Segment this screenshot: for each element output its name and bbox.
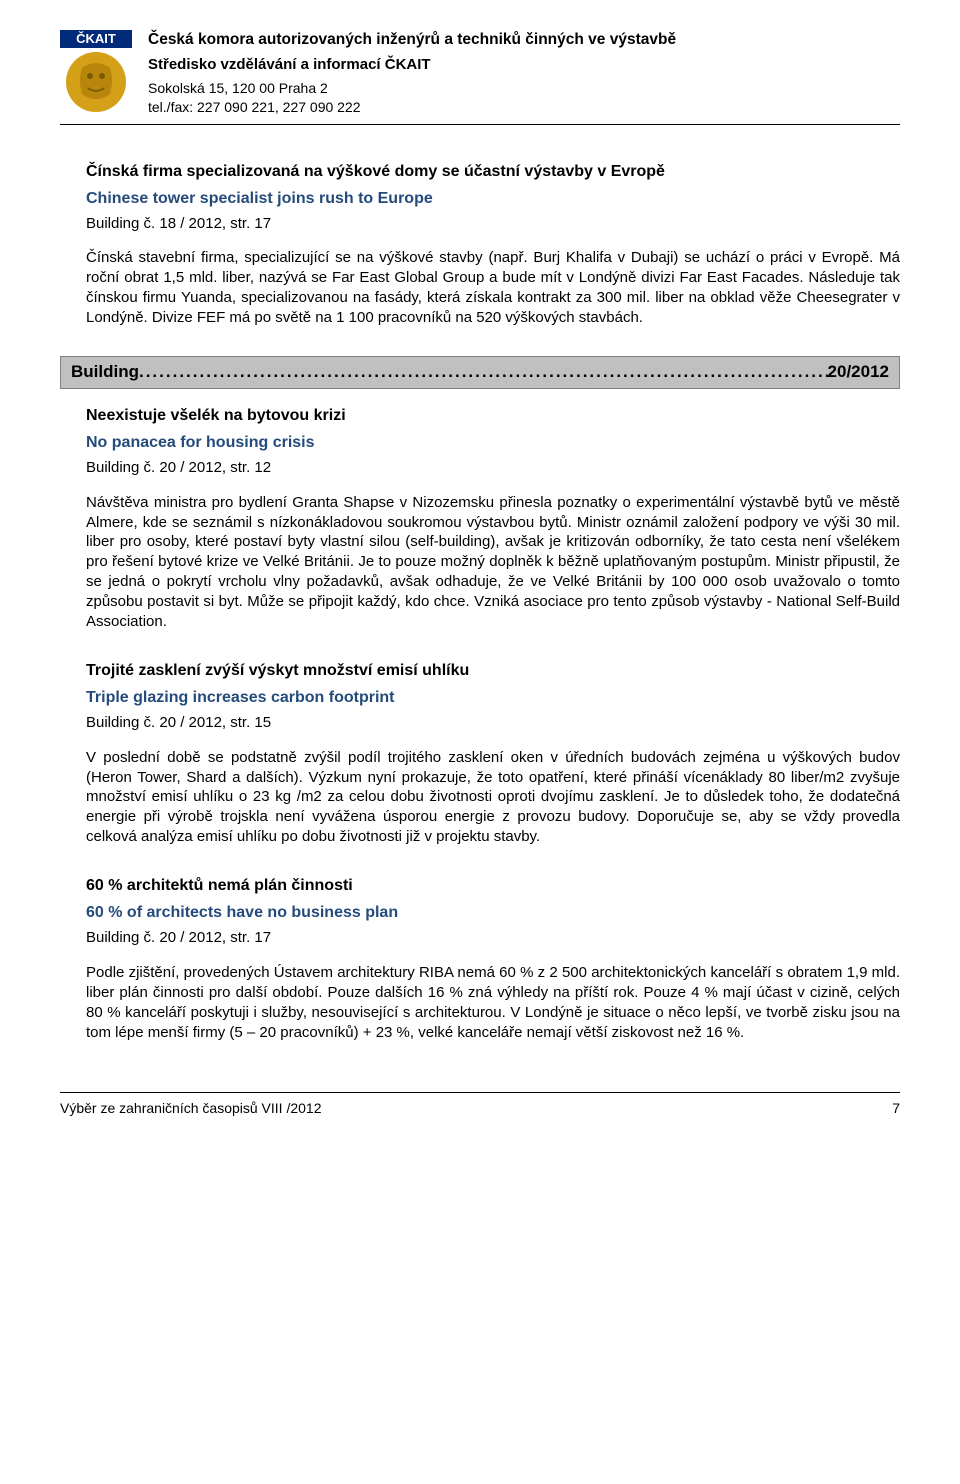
footer-left: Výběr ze zahraničních časopisů VIII /201… bbox=[60, 1099, 321, 1118]
article-title-en: Chinese tower specialist joins rush to E… bbox=[86, 188, 900, 210]
article-citation: Building č. 20 / 2012, str. 17 bbox=[86, 928, 900, 948]
section-issue: 20/2012 bbox=[828, 361, 889, 384]
section-name: Building bbox=[71, 361, 139, 384]
article-citation: Building č. 18 / 2012, str. 17 bbox=[86, 214, 900, 234]
article-title-en: Triple glazing increases carbon footprin… bbox=[86, 687, 900, 709]
letterhead: ČKAIT Česká komora autorizovaných inžený… bbox=[60, 30, 900, 118]
article-title-en: 60 % of architects have no business plan bbox=[86, 902, 900, 924]
article-title-cz: Čínská firma specializovaná na výškové d… bbox=[86, 161, 900, 183]
article: Trojité zasklení zvýší výskyt množství e… bbox=[86, 660, 900, 847]
article-title-cz: 60 % architektů nemá plán činnosti bbox=[86, 875, 900, 897]
article-title-en: No panacea for housing crisis bbox=[86, 432, 900, 454]
footer: Výběr ze zahraničních časopisů VIII /201… bbox=[60, 1099, 900, 1118]
page-number: 7 bbox=[892, 1099, 900, 1118]
article-citation: Building č. 20 / 2012, str. 15 bbox=[86, 713, 900, 733]
page: ČKAIT Česká komora autorizovaných inžený… bbox=[0, 0, 960, 1148]
logo: ČKAIT bbox=[60, 30, 132, 118]
org-address: Sokolská 15, 120 00 Praha 2 bbox=[148, 79, 900, 98]
org-name: Česká komora autorizovaných inženýrů a t… bbox=[148, 30, 900, 51]
org-subname: Středisko vzdělávání a informací ČKAIT bbox=[148, 55, 900, 75]
letterhead-text: Česká komora autorizovaných inženýrů a t… bbox=[148, 30, 900, 118]
article-citation: Building č. 20 / 2012, str. 12 bbox=[86, 458, 900, 478]
article-title-cz: Trojité zasklení zvýší výskyt množství e… bbox=[86, 660, 900, 682]
article: Neexistuje všelék na bytovou krizi No pa… bbox=[86, 405, 900, 632]
article-body: Čínská stavební firma, specializující se… bbox=[86, 248, 900, 328]
article: 60 % architektů nemá plán činnosti 60 % … bbox=[86, 875, 900, 1042]
header-divider bbox=[60, 124, 900, 125]
logo-label: ČKAIT bbox=[76, 31, 116, 46]
section-bar: Building 20/2012 bbox=[60, 356, 900, 389]
org-contact: tel./fax: 227 090 221, 227 090 222 bbox=[148, 98, 900, 117]
article-title-cz: Neexistuje všelék na bytovou krizi bbox=[86, 405, 900, 427]
article-body: Podle zjištění, provedených Ústavem arch… bbox=[86, 963, 900, 1043]
article-body: V poslední době se podstatně zvýšil podí… bbox=[86, 748, 900, 848]
section-dots bbox=[139, 361, 828, 384]
article: Čínská firma specializovaná na výškové d… bbox=[86, 161, 900, 328]
article-body: Návštěva ministra pro bydlení Granta Sha… bbox=[86, 493, 900, 633]
footer-divider bbox=[60, 1092, 900, 1093]
